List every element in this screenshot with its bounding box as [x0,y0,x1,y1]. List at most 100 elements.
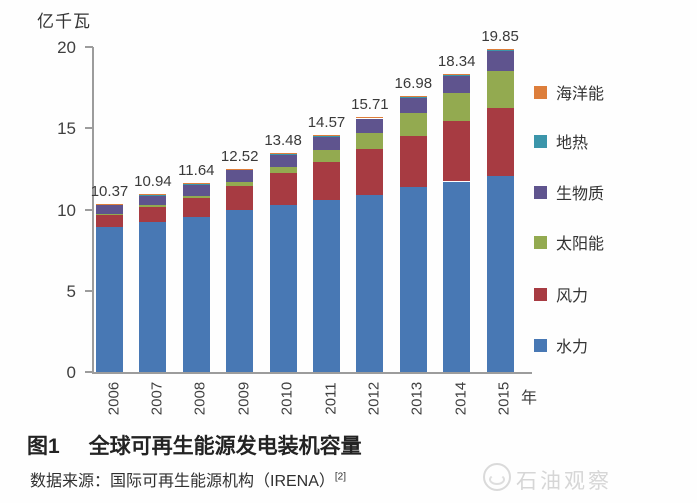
bar-segment-solar-2014 [443,92,471,122]
bar-segment-solar-2008 [182,195,210,199]
wind-swatch-icon [534,287,547,301]
bar-segment-hydro-2008 [182,216,210,372]
bar-segment-geothermal-2012 [356,116,384,119]
bar-total-2014: 18.34 [437,53,476,70]
bar-segment-geothermal-2007 [139,194,167,196]
bar-segment-hydro-2006 [96,226,123,372]
data-source-line: 数据来源：国际可再生能源机构（IRENA）[2] [30,467,346,491]
y-axis-tick-label: 20 [57,38,76,57]
legend-item-geothermal: 地热 [534,131,589,152]
bar-segment-biomass-2007 [139,196,167,206]
bar-segment-hydro-2007 [139,222,167,372]
x-axis-line [92,372,532,374]
bar-segment-solar-2012 [356,132,384,150]
bar-segment-hydro-2013 [399,187,427,372]
bar-segment-wind-2007 [139,206,167,222]
bar-segment-biomass-2014 [443,75,471,93]
legend-item-biomass: 生物质 [534,182,605,203]
x-tick-2014: 2014 [452,381,470,416]
x-tick-2009: 2009 [235,381,253,416]
bar-segment-wind-2013 [399,135,427,188]
watermark-logo-icon [483,463,511,491]
bar-segment-geothermal-2009 [226,168,254,171]
bar-segment-biomass-2006 [96,205,123,214]
bar-total-2015: 19.85 [481,28,519,46]
data-source-text: 数据来源：国际可再生能源机构（IRENA） [30,473,335,490]
y-axis-tick [85,127,93,130]
legend-label: 水力 [556,339,589,356]
citation-superscript: [2] [334,471,347,483]
bar-segment-geothermal-2010 [269,153,297,155]
legend-item-hydro: 水力 [534,335,589,356]
bar-total-2009: 12.52 [220,147,259,165]
figure-title: 全球可再生能源发电装机容量 [88,435,362,458]
bar-segment-geothermal-2008 [182,183,210,185]
y-axis-line [92,47,94,374]
x-tick-2011: 2011 [322,382,339,415]
bar-segment-solar-2010 [269,166,297,174]
bar-segment-geothermal-2015 [486,49,514,52]
bar-segment-wind-2015 [486,107,514,176]
bar-segment-geothermal-2013 [399,96,427,98]
legend-item-solar: 太阳能 [534,232,605,253]
bar-total-2010: 13.48 [264,131,302,149]
figure-number: 图1 [27,435,60,458]
bar-total-2007: 10.94 [134,173,172,191]
bar-segment-hydro-2012 [356,195,384,372]
bar-segment-solar-2009 [226,182,254,186]
legend-label: 风力 [556,288,589,305]
bar-segment-hydro-2011 [313,200,340,372]
bar-segment-hydro-2010 [269,205,297,372]
figure-caption: 图1 全球可再生能源发电装机容量 [27,430,362,460]
bar-segment-hydro-2009 [226,210,254,372]
bar-segment-solar-2006 [96,213,123,215]
bar-segment-geothermal-2011 [313,135,340,137]
biomass-swatch-icon [534,185,547,199]
bar-segment-biomass-2008 [182,184,210,196]
legend-item-wind: 风力 [534,284,589,305]
bar-segment-solar-2013 [399,113,427,136]
marine-swatch-icon [534,85,547,99]
y-axis-tick-label: 10 [57,200,76,220]
legend-label: 地热 [556,135,589,152]
bar-segment-wind-2012 [356,149,384,196]
x-tick-2010: 2010 [278,381,296,416]
bar-segment-wind-2014 [443,121,471,182]
bar-segment-biomass-2009 [226,170,254,182]
y-axis-tick [85,371,93,373]
watermark-text: 石油观察 [516,470,612,493]
bar-segment-wind-2008 [182,198,210,217]
bar-segment-wind-2009 [226,185,254,211]
legend-label: 太阳能 [556,236,605,253]
bar-segment-wind-2010 [269,173,297,206]
x-tick-2013: 2013 [408,381,426,416]
y-axis-tick [85,46,93,48]
legend-item-marine: 海洋能 [534,82,604,103]
bar-total-2008: 11.64 [178,161,215,179]
bar-segment-geothermal-2014 [443,74,471,76]
y-axis-title: 亿千瓦 [37,12,91,31]
bar-segment-wind-2011 [313,161,340,201]
bar-segment-solar-2015 [486,70,514,108]
bar-segment-hydro-2014 [443,181,471,372]
x-tick-2006: 2006 [105,381,122,416]
y-axis-tick-label: 5 [66,281,76,301]
x-tick-2008: 2008 [191,381,209,416]
bar-segment-biomass-2013 [399,97,427,114]
geothermal-swatch-icon [534,134,547,148]
bar-segment-geothermal-2006 [96,203,123,206]
bar-total-2013: 16.98 [394,75,433,93]
legend-label: 生物质 [556,186,605,203]
bar-segment-biomass-2010 [269,154,297,167]
bar-segment-hydro-2015 [486,175,514,372]
bar-segment-biomass-2012 [356,118,384,133]
y-axis-tick-label: 15 [57,119,76,139]
x-tick-2007: 2007 [148,381,166,416]
bar-total-2006: 10.37 [90,182,129,200]
solar-swatch-icon [534,235,547,249]
x-axis-unit-label: 年 [521,390,538,407]
bar-segment-biomass-2015 [486,51,514,71]
bar-segment-biomass-2011 [313,137,340,150]
x-tick-2012: 2012 [365,381,383,416]
